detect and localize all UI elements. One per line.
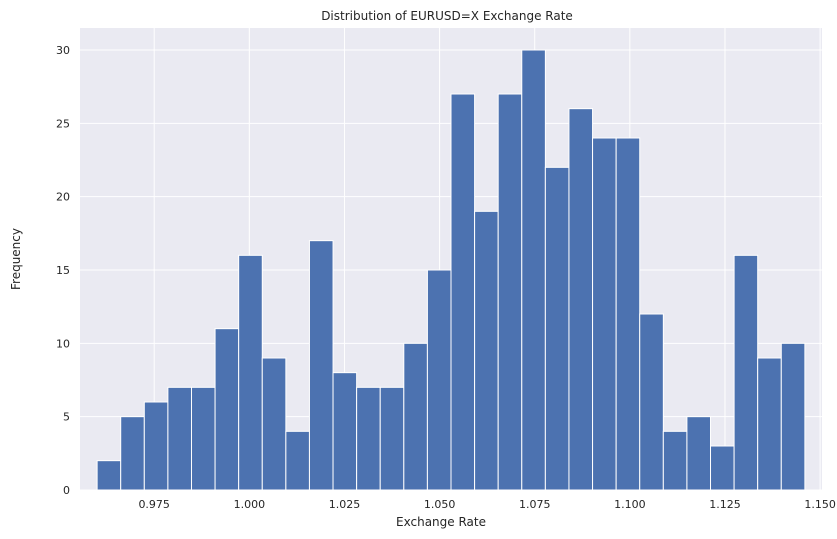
histogram-bar (615, 137, 641, 491)
histogram-bar (474, 210, 499, 491)
histogram-bar (356, 386, 381, 491)
histogram-bar (261, 357, 287, 491)
histogram-bar (332, 372, 358, 491)
histogram-bar (497, 93, 523, 491)
y-tick-label: 0 (63, 484, 70, 497)
histogram-bar (190, 386, 216, 491)
y-tick-label: 20 (56, 191, 70, 204)
histogram-bar (592, 137, 617, 491)
y-axis-title: Frequency (9, 228, 23, 290)
x-axis-ticks: 0.975 1.000 1.025 1.050 1.075 1.100 1.125 1.150 (138, 498, 835, 511)
histogram-bar (544, 166, 570, 491)
histogram-bar (686, 416, 712, 491)
x-tick-label: 1.125 (709, 498, 741, 511)
chart-title: Distribution of EURUSD=X Exchange Rate (321, 9, 573, 23)
x-tick-label: 1.000 (234, 498, 266, 511)
histogram-bar (662, 430, 688, 491)
x-tick-label: 0.975 (138, 498, 170, 511)
histogram-bars (96, 49, 806, 491)
histogram-bar (214, 328, 240, 491)
x-tick-label: 1.100 (614, 498, 646, 511)
histogram-bar (238, 254, 263, 491)
y-tick-label: 15 (56, 264, 70, 277)
x-axis-title: Exchange Rate (396, 515, 486, 529)
histogram-bar (167, 386, 192, 491)
histogram-bar (568, 108, 594, 491)
histogram-bar (308, 240, 334, 491)
x-tick-label: 1.150 (804, 498, 836, 511)
y-tick-label: 30 (56, 44, 70, 57)
histogram-bar (780, 342, 806, 491)
x-tick-label: 1.050 (424, 498, 456, 511)
histogram-bar (639, 313, 664, 491)
histogram-bar (521, 49, 546, 491)
histogram-bar (710, 445, 735, 491)
histogram-bar (733, 254, 759, 491)
histogram-bar (379, 386, 405, 491)
histogram-bar (757, 357, 782, 491)
histogram-bar (403, 342, 428, 491)
histogram-bar (120, 416, 145, 491)
x-tick-label: 1.075 (519, 498, 551, 511)
histogram-bar (143, 401, 169, 491)
y-tick-label: 10 (56, 337, 70, 350)
histogram-bar (96, 460, 122, 491)
histogram-bar (285, 430, 310, 491)
y-tick-label: 5 (63, 411, 70, 424)
histogram-bar (426, 269, 452, 491)
y-axis-ticks: 0 5 10 15 20 25 30 (56, 44, 70, 497)
x-tick-label: 1.025 (329, 498, 361, 511)
histogram-bar (450, 93, 476, 491)
y-tick-label: 25 (56, 117, 70, 130)
